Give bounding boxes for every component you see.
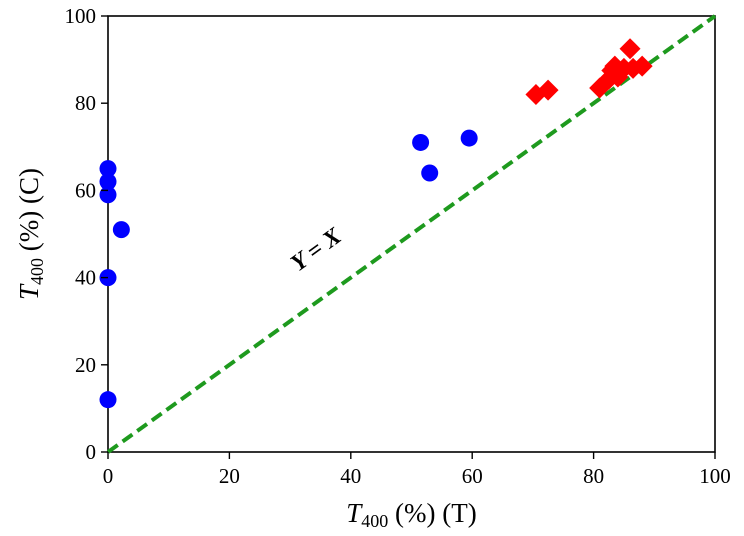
data-point-diamond [631, 55, 653, 77]
data-marks [99, 14, 717, 454]
x-tick-label: 60 [462, 464, 483, 488]
data-point-circle [412, 133, 430, 151]
y-tick-label: 40 [75, 266, 96, 290]
y-tick-label: 100 [65, 4, 97, 28]
data-point-circle [421, 164, 439, 182]
x-tick-label: 100 [699, 464, 731, 488]
y-tick-label: 20 [75, 353, 96, 377]
plot-area [107, 15, 716, 453]
y-tick-label: 60 [75, 178, 96, 202]
y-tick-label: 80 [75, 91, 96, 115]
y-axis-title: T400 (%) (C) [14, 168, 47, 300]
labels: T400 (%) (T) T400 (%) (C) Y = X [14, 168, 477, 531]
plot-frame [107, 15, 716, 453]
data-point-diamond [619, 38, 641, 60]
x-tick-label: 80 [583, 464, 604, 488]
y-tick-label: 0 [86, 440, 97, 464]
data-point-circle [99, 186, 117, 204]
data-point-circle [99, 391, 117, 409]
data-point-diamond [537, 79, 559, 101]
x-tick-label: 0 [103, 464, 114, 488]
data-point-circle [99, 173, 117, 191]
data-point-circle [99, 160, 117, 178]
reference-line-y-equals-x [106, 14, 717, 454]
data-point-circle [112, 221, 130, 239]
x-tick-label: 20 [219, 464, 240, 488]
axes: 0 20 40 60 80 100 0 20 40 60 80 100 [65, 4, 731, 488]
x-tick-label: 40 [340, 464, 361, 488]
x-axis-title: T400 (%) (T) [346, 498, 476, 531]
data-point-circle [460, 129, 478, 147]
annotation-y-equals-x: Y = X [286, 223, 347, 277]
